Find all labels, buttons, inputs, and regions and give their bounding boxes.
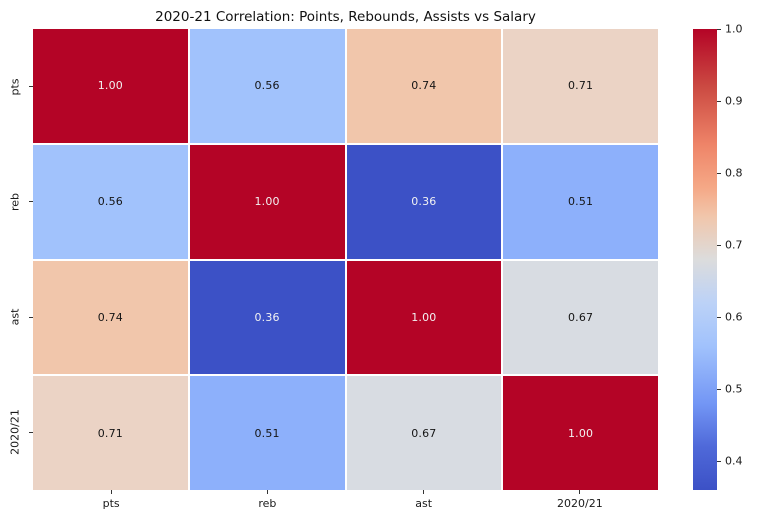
cell-value-label: 0.56: [97, 195, 124, 209]
colorbar-tick-label: 0.4: [725, 454, 743, 468]
cell-value-label: 0.67: [567, 310, 594, 324]
cell-value-label: 1.00: [411, 310, 437, 324]
heatmap-cell: 1.00: [346, 260, 502, 375]
heatmap-cell: 0.51: [189, 376, 345, 490]
colorbar-tick-mark: [717, 316, 721, 318]
heatmap-cell: 0.51: [503, 144, 658, 259]
y-tick-mark: [29, 201, 33, 203]
colorbar-tick-label: 1.0: [725, 22, 743, 36]
y-tick-mark: [29, 316, 33, 318]
y-tick-label: pts: [8, 78, 22, 96]
y-tick-label: reb: [8, 192, 22, 211]
y-tick-mark: [29, 86, 33, 88]
cell-value-label: 0.71: [567, 79, 594, 93]
x-tick-mark: [266, 490, 268, 494]
heatmap-cell: 1.00: [503, 376, 658, 490]
heatmap-cell: 0.67: [346, 376, 502, 490]
heatmap-cell: 0.71: [503, 29, 658, 143]
colorbar-tick-label: 0.8: [725, 166, 743, 180]
cell-value-label: 0.36: [254, 310, 280, 324]
colorbar-tick-label: 0.5: [725, 382, 743, 396]
heatmap-cell: 1.00: [33, 29, 188, 143]
cell-value-label: 0.71: [97, 426, 124, 440]
y-tick-mark: [29, 431, 33, 433]
cell-value-label: 0.51: [567, 195, 594, 209]
heatmap-cell: 0.56: [33, 144, 188, 259]
colorbar-tick-mark: [717, 460, 721, 462]
cell-value-label: 1.00: [254, 195, 280, 209]
chart-title: 2020-21 Correlation: Points, Rebounds, A…: [155, 9, 536, 25]
colorbar-tick-mark: [717, 244, 721, 246]
cell-value-label: 0.74: [97, 310, 124, 324]
heatmap-cell: 0.71: [33, 376, 188, 490]
heatmap-cell: 0.67: [503, 260, 658, 375]
colorbar-tick-mark: [717, 28, 721, 30]
y-tick-label: ast: [8, 308, 22, 326]
colorbar-tick-label: 0.9: [725, 94, 743, 108]
heatmap-cell: 0.36: [189, 260, 345, 375]
y-tick-label: 2020/21: [8, 409, 22, 456]
x-tick-mark: [423, 490, 425, 494]
cell-value-label: 0.56: [254, 79, 280, 93]
heatmap-cell: 0.74: [346, 29, 502, 143]
x-tick-mark: [110, 490, 112, 494]
cell-value-label: 1.00: [567, 426, 594, 440]
colorbar-tick-mark: [717, 388, 721, 390]
x-tick-label: 2020/21: [557, 497, 603, 510]
heatmap-cell: 0.56: [189, 29, 345, 143]
x-tick-mark: [579, 490, 581, 494]
cell-value-label: 0.74: [411, 79, 437, 93]
cell-value-label: 0.36: [411, 195, 437, 209]
cell-value-label: 0.51: [254, 426, 280, 440]
colorbar-tick-label: 0.6: [725, 310, 743, 324]
heatmap-cell: 0.36: [346, 144, 502, 259]
colorbar-tick-mark: [717, 172, 721, 174]
cell-value-label: 1.00: [97, 79, 124, 93]
heatmap-cell: 0.74: [33, 260, 188, 375]
colorbar-tick-label: 0.7: [725, 238, 743, 252]
colorbar: [693, 29, 717, 490]
x-tick-label: pts: [102, 497, 120, 510]
colorbar-tick-mark: [717, 100, 721, 102]
heatmap-cell: 1.00: [189, 144, 345, 259]
cell-value-label: 0.67: [411, 426, 437, 440]
x-tick-label: ast: [415, 497, 433, 510]
x-tick-label: reb: [258, 497, 277, 510]
heatmap-grid: 1.00 0.56 0.74 0.71 0.56 1.00 0.36 0.51 0.74 0.36…: [33, 29, 658, 490]
